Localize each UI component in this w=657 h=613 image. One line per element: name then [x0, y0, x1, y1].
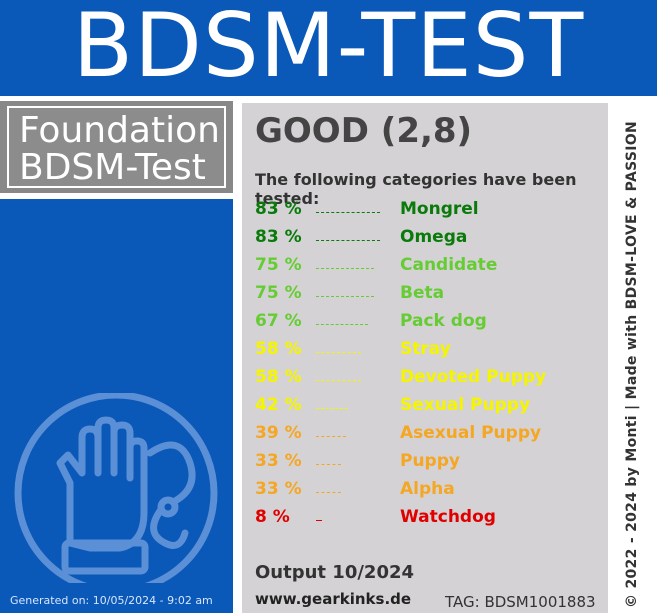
result-row: 33 % Puppy [255, 451, 595, 477]
result-category: Stray [400, 339, 451, 359]
results-panel: GOOD (2,8) The following categories have… [242, 103, 608, 613]
foundation-line-2: BDSM-Test [19, 147, 206, 188]
result-row: 58 % Devoted Puppy [255, 367, 595, 393]
result-percentage: 42 % [255, 395, 302, 415]
result-category: Puppy [400, 451, 460, 471]
result-row: 8 % Watchdog [255, 507, 595, 533]
result-category: Sexual Puppy [400, 395, 531, 415]
result-category: Alpha [400, 479, 455, 499]
foundation-badge: Foundation BDSM-Test [0, 101, 233, 193]
result-category: Asexual Puppy [400, 423, 542, 443]
website-link[interactable]: www.gearkinks.de [255, 590, 412, 608]
result-percentage: 58 % [255, 339, 302, 359]
result-level-line [316, 464, 341, 465]
result-level-line [316, 212, 380, 213]
result-row: 42 % Sexual Puppy [255, 395, 595, 421]
header-banner: BDSM-TEST [0, 0, 657, 97]
tested-categories-heading: The following categories have been teste… [255, 170, 577, 208]
result-percentage: 75 % [255, 283, 302, 303]
result-percentage: 83 % [255, 199, 302, 219]
result-percentage: 58 % [255, 367, 302, 387]
result-level-line [316, 324, 368, 325]
result-level-line [316, 492, 341, 493]
result-row: 67 % Pack dog [255, 311, 595, 337]
foundation-line-1: Foundation [19, 110, 220, 151]
result-level-line [316, 352, 361, 353]
result-row: 33 % Alpha [255, 479, 595, 505]
result-category: Watchdog [400, 507, 496, 527]
page-title: BDSM-TEST [72, 0, 585, 97]
result-category: Devoted Puppy [400, 367, 547, 387]
result-row: 75 % Beta [255, 283, 595, 309]
foundation-badge-frame: Foundation BDSM-Test [7, 106, 226, 188]
result-category: Omega [400, 227, 468, 247]
result-level-line [316, 240, 380, 241]
test-tag: TAG: BDSM1001883 [445, 593, 596, 611]
result-row: 75 % Candidate [255, 255, 595, 281]
result-percentage: 67 % [255, 311, 302, 331]
foundation-badge-text: Foundation BDSM-Test [19, 112, 220, 186]
result-percentage: 75 % [255, 255, 302, 275]
result-percentage: 8 % [255, 507, 290, 527]
result-level-line [316, 520, 322, 521]
result-row: 39 % Asexual Puppy [255, 423, 595, 449]
hand-in-handcuff-logo-icon [14, 393, 218, 583]
result-category: Candidate [400, 255, 498, 275]
result-row: 83 % Omega [255, 227, 595, 253]
result-level-line [316, 380, 361, 381]
result-level-line [316, 296, 374, 297]
generated-timestamp: Generated on: 10/05/2024 - 9:02 am [10, 594, 213, 607]
result-level-line [316, 408, 348, 409]
result-row: 58 % Stray [255, 339, 595, 365]
result-percentage: 33 % [255, 479, 302, 499]
result-row: 83 % Mongrel [255, 199, 595, 225]
result-percentage: 83 % [255, 227, 302, 247]
result-percentage: 33 % [255, 451, 302, 471]
copyright-credit: © 2022 - 2024 by Monti | Made with BDSM-… [624, 121, 640, 608]
result-category: Mongrel [400, 199, 479, 219]
result-category: Pack dog [400, 311, 487, 331]
result-level-line [316, 436, 346, 437]
result-level-line [316, 268, 374, 269]
result-percentage: 39 % [255, 423, 302, 443]
result-category: Beta [400, 283, 445, 303]
output-label: Output 10/2024 [255, 562, 415, 583]
result-rating: GOOD (2,8) [255, 111, 473, 151]
